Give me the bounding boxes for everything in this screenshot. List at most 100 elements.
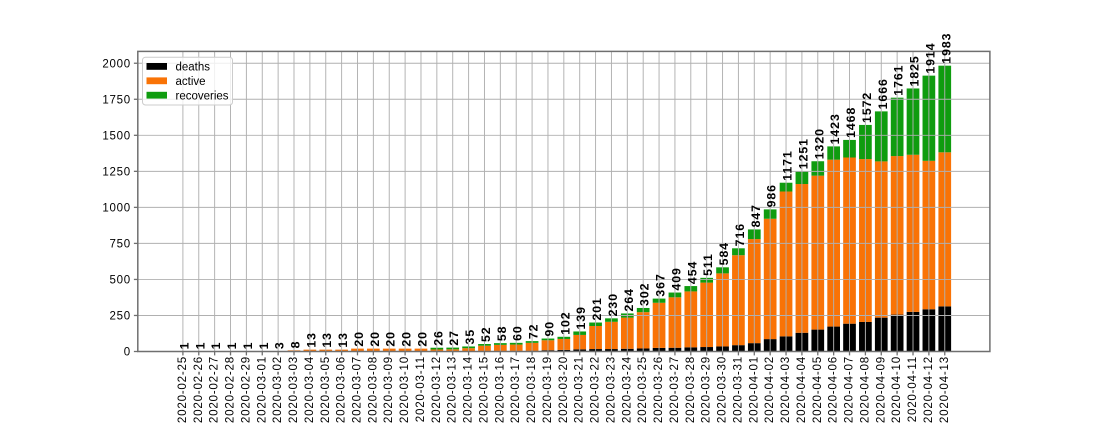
svg-text:2020-04-13: 2020-04-13 <box>938 356 951 423</box>
svg-text:20: 20 <box>400 331 414 347</box>
svg-text:26: 26 <box>431 330 445 346</box>
svg-text:750: 750 <box>110 239 131 251</box>
svg-text:2020-03-30: 2020-03-30 <box>716 356 729 423</box>
svg-text:2020-03-03: 2020-03-03 <box>287 356 300 423</box>
svg-text:1468: 1468 <box>844 107 858 138</box>
svg-text:2020-03-04: 2020-03-04 <box>303 356 316 423</box>
svg-text:2020-03-16: 2020-03-16 <box>493 356 506 423</box>
svg-text:2020-04-04: 2020-04-04 <box>795 356 808 423</box>
svg-text:454: 454 <box>685 261 699 284</box>
svg-text:2020-04-09: 2020-04-09 <box>874 356 887 423</box>
svg-text:active: active <box>176 76 206 88</box>
svg-text:0: 0 <box>124 347 131 359</box>
svg-text:102: 102 <box>558 311 572 334</box>
svg-text:2020-03-25: 2020-03-25 <box>636 356 649 423</box>
svg-text:2020-03-22: 2020-03-22 <box>589 356 602 423</box>
svg-text:1666: 1666 <box>876 78 890 109</box>
svg-text:2020-02-26: 2020-02-26 <box>192 356 205 423</box>
svg-text:58: 58 <box>495 326 509 342</box>
svg-text:2020-03-06: 2020-03-06 <box>335 356 348 423</box>
svg-text:2020-04-03: 2020-04-03 <box>779 356 792 423</box>
svg-text:1825: 1825 <box>908 55 922 86</box>
svg-text:1572: 1572 <box>860 92 874 123</box>
svg-text:2020-04-01: 2020-04-01 <box>747 356 760 423</box>
svg-text:2020-03-12: 2020-03-12 <box>430 356 443 423</box>
svg-text:367: 367 <box>654 273 668 296</box>
svg-text:2020-04-05: 2020-04-05 <box>811 356 824 423</box>
svg-text:2020-02-25: 2020-02-25 <box>176 356 189 423</box>
svg-text:2020-03-18: 2020-03-18 <box>525 356 538 423</box>
svg-text:1: 1 <box>241 342 255 350</box>
svg-text:13: 13 <box>336 332 350 348</box>
svg-text:2020-03-09: 2020-03-09 <box>382 356 395 423</box>
svg-text:2020-03-14: 2020-03-14 <box>462 356 475 423</box>
svg-text:2020-02-28: 2020-02-28 <box>224 356 237 423</box>
svg-text:2020-04-06: 2020-04-06 <box>827 356 840 423</box>
svg-text:13: 13 <box>304 332 318 348</box>
svg-text:409: 409 <box>669 267 683 290</box>
svg-text:2020-03-10: 2020-03-10 <box>398 356 411 423</box>
svg-text:2020-03-20: 2020-03-20 <box>557 356 570 423</box>
svg-text:1423: 1423 <box>828 113 842 144</box>
svg-text:264: 264 <box>622 288 636 311</box>
svg-text:20: 20 <box>368 331 382 347</box>
svg-text:1: 1 <box>257 342 271 350</box>
svg-text:13: 13 <box>320 332 334 348</box>
svg-text:2020-03-26: 2020-03-26 <box>652 356 665 423</box>
svg-text:847: 847 <box>749 204 763 227</box>
svg-text:1983: 1983 <box>939 33 953 64</box>
svg-text:2020-03-01: 2020-03-01 <box>255 356 268 423</box>
svg-text:27: 27 <box>447 330 461 346</box>
svg-text:1000: 1000 <box>102 203 130 215</box>
svg-text:2020-03-19: 2020-03-19 <box>541 356 554 423</box>
svg-text:2020-03-15: 2020-03-15 <box>477 356 490 423</box>
svg-text:2020-03-21: 2020-03-21 <box>573 356 586 423</box>
svg-text:1750: 1750 <box>102 94 130 106</box>
svg-text:2020-04-08: 2020-04-08 <box>858 356 871 423</box>
svg-text:1171: 1171 <box>781 150 795 180</box>
svg-text:2020-03-27: 2020-03-27 <box>668 356 681 423</box>
svg-text:1914: 1914 <box>923 42 937 73</box>
svg-text:2020-02-27: 2020-02-27 <box>208 356 221 423</box>
svg-text:2020-03-02: 2020-03-02 <box>271 356 284 423</box>
svg-text:72: 72 <box>527 324 541 340</box>
svg-text:2020-03-17: 2020-03-17 <box>509 356 522 423</box>
svg-text:20: 20 <box>415 331 429 347</box>
svg-text:recoveries: recoveries <box>176 90 229 102</box>
svg-text:2000: 2000 <box>102 58 130 70</box>
svg-text:201: 201 <box>590 297 604 320</box>
svg-text:2020-04-11: 2020-04-11 <box>906 356 919 422</box>
svg-text:1761: 1761 <box>892 65 906 96</box>
svg-text:2020-03-11: 2020-03-11 <box>414 356 427 422</box>
svg-text:2020-04-12: 2020-04-12 <box>922 356 935 423</box>
svg-text:1320: 1320 <box>812 128 826 159</box>
svg-text:500: 500 <box>110 275 131 287</box>
svg-text:20: 20 <box>384 331 398 347</box>
svg-text:2020-03-28: 2020-03-28 <box>684 356 697 423</box>
svg-text:511: 511 <box>701 253 715 276</box>
svg-text:230: 230 <box>606 293 620 316</box>
svg-text:52: 52 <box>479 326 493 342</box>
svg-text:3: 3 <box>273 341 287 349</box>
svg-text:2020-03-29: 2020-03-29 <box>700 356 713 423</box>
svg-text:139: 139 <box>574 306 588 329</box>
svg-text:35: 35 <box>463 329 477 345</box>
svg-text:60: 60 <box>511 325 525 341</box>
svg-text:986: 986 <box>765 184 779 207</box>
svg-text:1: 1 <box>193 342 207 350</box>
svg-text:2020-04-07: 2020-04-07 <box>843 356 856 423</box>
svg-text:1250: 1250 <box>102 167 130 179</box>
svg-text:deaths: deaths <box>176 62 211 74</box>
svg-text:1: 1 <box>177 342 191 350</box>
svg-text:2020-02-29: 2020-02-29 <box>239 356 252 423</box>
svg-text:2020-04-10: 2020-04-10 <box>890 356 903 423</box>
svg-text:2020-04-02: 2020-04-02 <box>763 356 776 423</box>
svg-text:250: 250 <box>110 311 131 323</box>
svg-text:302: 302 <box>638 283 652 306</box>
svg-text:2020-03-24: 2020-03-24 <box>620 356 633 423</box>
svg-text:584: 584 <box>717 242 731 265</box>
svg-text:2020-03-05: 2020-03-05 <box>319 356 332 423</box>
svg-text:2020-03-31: 2020-03-31 <box>731 356 744 423</box>
svg-text:2020-03-23: 2020-03-23 <box>604 356 617 423</box>
svg-text:1: 1 <box>225 342 239 350</box>
